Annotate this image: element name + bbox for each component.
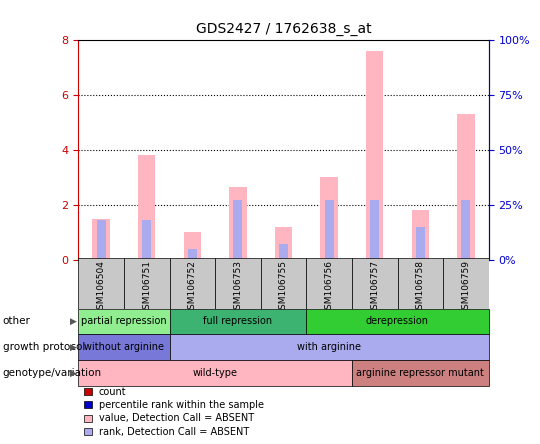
Text: GSM106756: GSM106756 [325,260,334,315]
Bar [78,258,124,309]
Bar [325,200,334,260]
Text: rank, Detection Call = ABSENT: rank, Detection Call = ABSENT [99,427,249,436]
Bar [184,232,201,260]
Bar [124,258,170,309]
Bar [138,155,156,260]
Text: GSM106504: GSM106504 [97,260,106,315]
Bar [411,210,429,260]
Bar [279,244,288,260]
Text: GSM106759: GSM106759 [461,260,470,315]
Title: GDS2427 / 1762638_s_at: GDS2427 / 1762638_s_at [195,22,372,36]
Text: derepression: derepression [366,317,429,326]
Text: arginine repressor mutant: arginine repressor mutant [356,368,484,378]
Text: full repression: full repression [204,317,273,326]
Text: GSM106758: GSM106758 [416,260,425,315]
Text: without arginine: without arginine [84,342,164,352]
Bar [461,200,470,260]
Bar [261,258,306,309]
Text: ▶: ▶ [70,317,77,326]
Text: GSM106751: GSM106751 [142,260,151,315]
Bar [170,258,215,309]
Text: GSM106752: GSM106752 [188,260,197,315]
Bar [366,51,383,260]
Bar [233,200,242,260]
Bar [230,187,247,260]
Text: ▶: ▶ [70,369,77,377]
Bar [188,249,197,260]
Bar [142,220,151,260]
Text: GSM106755: GSM106755 [279,260,288,315]
Text: count: count [99,387,126,396]
Text: wild-type: wild-type [193,368,238,378]
Bar [97,220,106,260]
Bar [215,258,261,309]
Bar [320,177,338,260]
Text: value, Detection Call = ABSENT: value, Detection Call = ABSENT [99,413,254,423]
Text: ▶: ▶ [70,343,77,352]
Bar [370,200,379,260]
Bar [416,227,425,260]
Bar [443,258,489,309]
Bar [352,258,397,309]
Text: genotype/variation: genotype/variation [3,368,102,378]
Text: GSM106757: GSM106757 [370,260,379,315]
Text: percentile rank within the sample: percentile rank within the sample [99,400,264,410]
Bar [397,258,443,309]
Text: growth protocol: growth protocol [3,342,85,352]
Text: partial repression: partial repression [81,317,167,326]
Bar [306,258,352,309]
Text: with arginine: with arginine [297,342,361,352]
Bar [92,218,110,260]
Text: other: other [3,317,31,326]
Text: GSM106753: GSM106753 [233,260,242,315]
Bar [275,227,292,260]
Bar [457,114,475,260]
